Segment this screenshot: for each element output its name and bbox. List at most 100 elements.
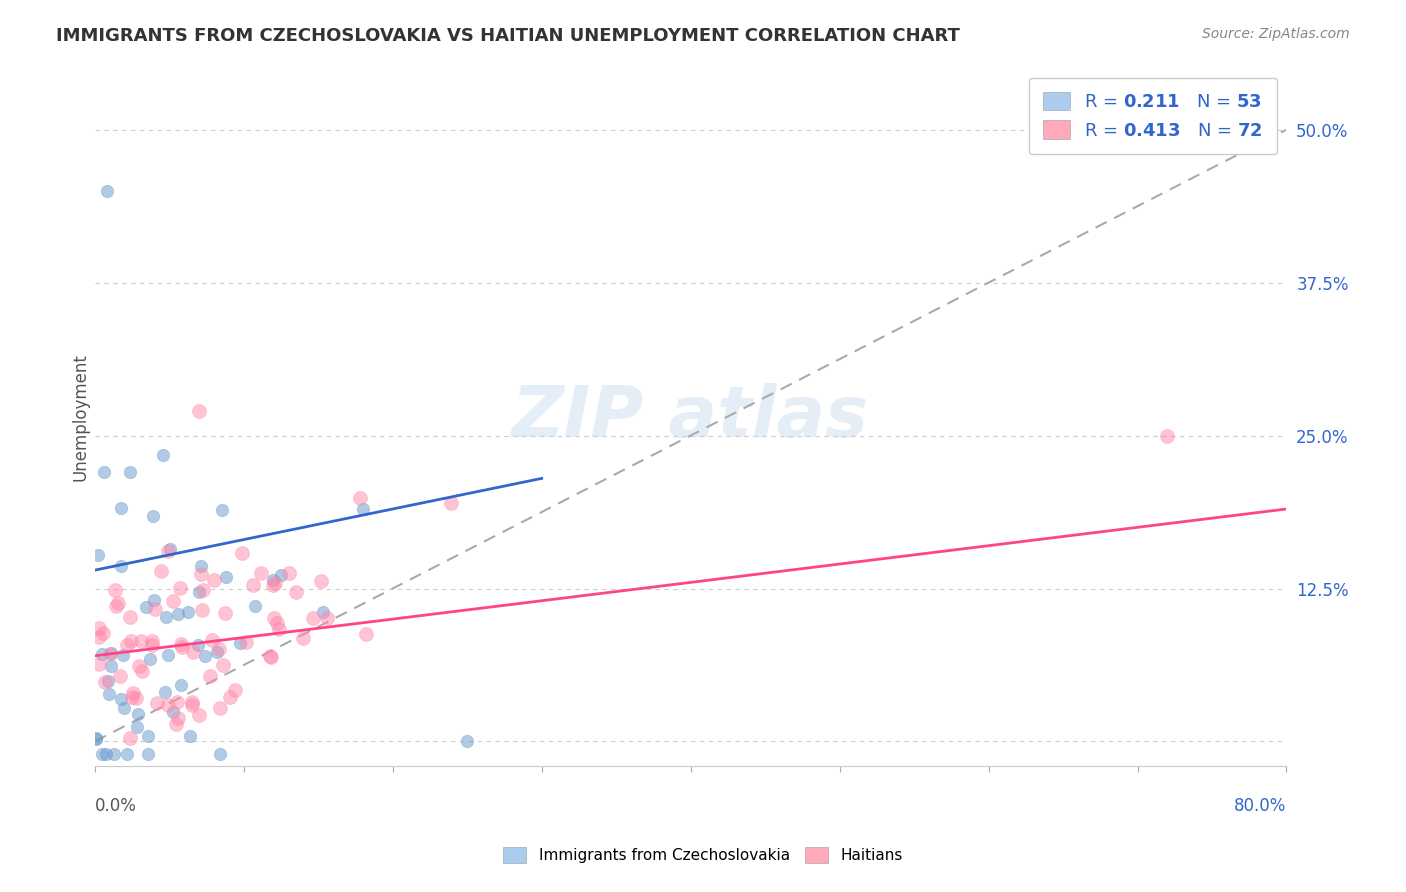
Point [278,566,301,580]
Point [142,593,165,607]
Point [100,658,122,673]
Point [135,599,157,614]
Point [231,546,253,560]
Point [110,558,132,573]
Point [262,573,284,587]
Point [242,578,264,592]
Point [141,638,163,652]
Text: IMMIGRANTS FROM CZECHOSLOVAKIA VS HAITIAN UNEMPLOYMENT CORRELATION CHART: IMMIGRANTS FROM CZECHOSLOVAKIA VS HAITIA… [56,27,960,45]
Point [170,637,193,651]
Point [214,606,236,620]
Point [143,602,166,616]
Point [245,599,267,613]
Point [166,711,188,725]
Point [146,696,169,710]
Point [91,626,114,640]
Point [136,729,159,743]
Point [193,582,215,597]
Point [456,734,478,748]
Point [165,716,187,731]
Point [352,502,374,516]
Point [96,184,118,198]
Point [260,649,283,664]
Text: 0.0%: 0.0% [94,797,136,815]
Point [249,566,271,580]
Point [142,509,165,524]
Point [259,649,281,664]
Point [115,747,138,761]
Point [90,747,112,761]
Point [316,611,339,625]
Point [166,695,188,709]
Point [84,732,107,747]
Point [211,657,233,672]
Point [128,658,150,673]
Point [187,638,209,652]
Point [190,559,212,574]
Point [270,568,292,582]
Point [104,599,127,613]
Point [292,631,315,645]
Point [121,686,143,700]
Point [205,645,228,659]
Point [121,690,143,705]
Point [194,649,217,664]
Point [157,698,180,712]
Point [181,645,204,659]
Point [110,501,132,516]
Legend: Immigrants from Czechoslovakia, Haitians: Immigrants from Czechoslovakia, Haitians [491,835,915,875]
Point [169,581,191,595]
Point [159,542,181,557]
Point [188,585,211,599]
Point [117,638,139,652]
Point [162,705,184,719]
Text: 80.0%: 80.0% [1234,797,1286,815]
Point [180,695,202,709]
Point [97,674,120,689]
Point [118,465,141,479]
Point [89,621,111,635]
Point [120,731,142,745]
Point [141,633,163,648]
Point [155,610,177,624]
Point [312,606,335,620]
Point [202,573,225,587]
Point [112,648,135,662]
Point [301,611,323,625]
Point [103,747,125,761]
Point [138,747,160,761]
Text: Source: ZipAtlas.com: Source: ZipAtlas.com [1202,27,1350,41]
Point [97,687,120,701]
Point [179,730,201,744]
Point [263,611,285,625]
Point [87,548,110,562]
Point [219,690,242,705]
Point [86,731,108,745]
Point [100,646,122,660]
Point [155,684,177,698]
Point [187,708,209,723]
Point [90,647,112,661]
Point [200,669,222,683]
Point [149,564,172,578]
Y-axis label: Unemployment: Unemployment [72,353,89,481]
Point [309,574,332,588]
Point [157,648,180,662]
Point [96,747,118,761]
Point [181,698,204,712]
Point [127,720,149,734]
Point [208,747,231,761]
Point [349,491,371,505]
Point [107,595,129,609]
Point [89,657,111,671]
Point [129,633,152,648]
Point [285,584,308,599]
Point [157,544,180,558]
Point [125,690,148,705]
Point [356,627,378,641]
Point [152,448,174,462]
Point [215,570,238,584]
Point [211,503,233,517]
Point [235,635,257,649]
Point [266,616,288,631]
